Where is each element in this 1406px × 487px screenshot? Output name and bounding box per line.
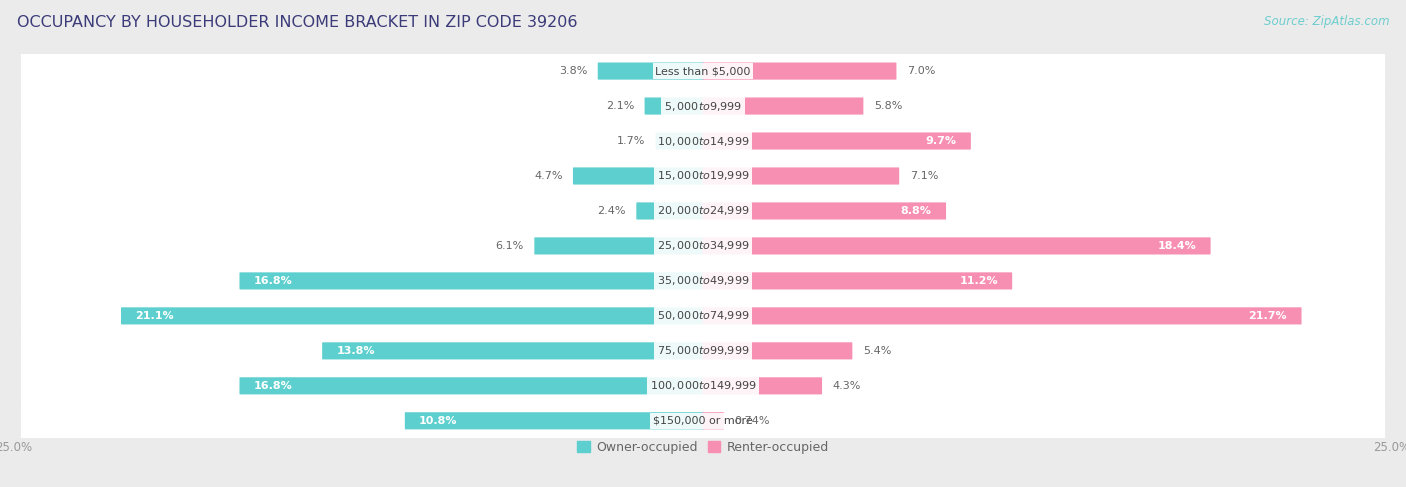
Text: $25,000 to $34,999: $25,000 to $34,999 <box>657 240 749 252</box>
FancyBboxPatch shape <box>703 62 897 80</box>
FancyBboxPatch shape <box>703 377 823 394</box>
Text: 6.1%: 6.1% <box>496 241 524 251</box>
FancyBboxPatch shape <box>644 97 703 114</box>
Text: 21.1%: 21.1% <box>135 311 174 321</box>
FancyBboxPatch shape <box>239 377 703 394</box>
FancyBboxPatch shape <box>21 228 1385 264</box>
Text: 9.7%: 9.7% <box>925 136 956 146</box>
Text: 21.7%: 21.7% <box>1249 311 1288 321</box>
Text: 0.74%: 0.74% <box>734 416 770 426</box>
Text: $10,000 to $14,999: $10,000 to $14,999 <box>657 134 749 148</box>
Text: 5.8%: 5.8% <box>875 101 903 111</box>
Text: $150,000 or more: $150,000 or more <box>654 416 752 426</box>
Text: OCCUPANCY BY HOUSEHOLDER INCOME BRACKET IN ZIP CODE 39206: OCCUPANCY BY HOUSEHOLDER INCOME BRACKET … <box>17 15 578 30</box>
Text: 11.2%: 11.2% <box>959 276 998 286</box>
Text: 18.4%: 18.4% <box>1157 241 1197 251</box>
Text: 16.8%: 16.8% <box>254 381 292 391</box>
FancyBboxPatch shape <box>703 97 863 114</box>
FancyBboxPatch shape <box>703 237 1211 255</box>
Text: 8.8%: 8.8% <box>901 206 932 216</box>
FancyBboxPatch shape <box>572 168 703 185</box>
FancyBboxPatch shape <box>21 333 1385 369</box>
Text: 2.4%: 2.4% <box>598 206 626 216</box>
Text: $5,000 to $9,999: $5,000 to $9,999 <box>664 99 742 112</box>
Text: 4.3%: 4.3% <box>832 381 860 391</box>
FancyBboxPatch shape <box>703 272 1012 289</box>
Text: 7.1%: 7.1% <box>910 171 938 181</box>
Text: 1.7%: 1.7% <box>617 136 645 146</box>
Text: Source: ZipAtlas.com: Source: ZipAtlas.com <box>1264 15 1389 28</box>
FancyBboxPatch shape <box>598 62 703 80</box>
FancyBboxPatch shape <box>405 412 703 430</box>
Text: 3.8%: 3.8% <box>558 66 588 76</box>
Text: 2.1%: 2.1% <box>606 101 634 111</box>
Legend: Owner-occupied, Renter-occupied: Owner-occupied, Renter-occupied <box>572 436 834 459</box>
FancyBboxPatch shape <box>637 203 703 220</box>
FancyBboxPatch shape <box>703 203 946 220</box>
FancyBboxPatch shape <box>21 262 1385 299</box>
Text: 16.8%: 16.8% <box>254 276 292 286</box>
FancyBboxPatch shape <box>239 272 703 289</box>
FancyBboxPatch shape <box>703 412 724 430</box>
FancyBboxPatch shape <box>21 123 1385 159</box>
Text: $20,000 to $24,999: $20,000 to $24,999 <box>657 205 749 218</box>
Text: $15,000 to $19,999: $15,000 to $19,999 <box>657 169 749 183</box>
Text: 5.4%: 5.4% <box>863 346 891 356</box>
Text: 7.0%: 7.0% <box>907 66 935 76</box>
Text: $50,000 to $74,999: $50,000 to $74,999 <box>657 309 749 322</box>
Text: 10.8%: 10.8% <box>419 416 458 426</box>
Text: $100,000 to $149,999: $100,000 to $149,999 <box>650 379 756 393</box>
FancyBboxPatch shape <box>21 298 1385 334</box>
FancyBboxPatch shape <box>21 53 1385 89</box>
FancyBboxPatch shape <box>703 342 852 359</box>
FancyBboxPatch shape <box>655 132 703 150</box>
FancyBboxPatch shape <box>21 403 1385 439</box>
FancyBboxPatch shape <box>121 307 703 324</box>
FancyBboxPatch shape <box>21 368 1385 404</box>
FancyBboxPatch shape <box>21 193 1385 229</box>
FancyBboxPatch shape <box>534 237 703 255</box>
FancyBboxPatch shape <box>703 307 1302 324</box>
FancyBboxPatch shape <box>703 132 972 150</box>
Text: $35,000 to $49,999: $35,000 to $49,999 <box>657 274 749 287</box>
Text: $75,000 to $99,999: $75,000 to $99,999 <box>657 344 749 357</box>
FancyBboxPatch shape <box>21 158 1385 194</box>
FancyBboxPatch shape <box>21 88 1385 124</box>
Text: Less than $5,000: Less than $5,000 <box>655 66 751 76</box>
Text: 4.7%: 4.7% <box>534 171 562 181</box>
FancyBboxPatch shape <box>703 168 900 185</box>
FancyBboxPatch shape <box>322 342 703 359</box>
Text: 13.8%: 13.8% <box>336 346 375 356</box>
